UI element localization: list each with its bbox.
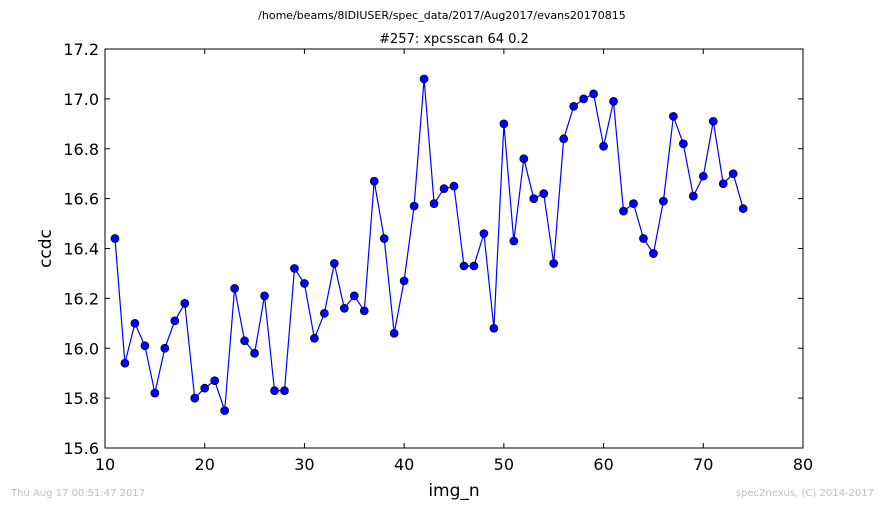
- data-point: [160, 343, 170, 353]
- data-point: [240, 336, 249, 346]
- data-point: [260, 291, 269, 301]
- data-point: [499, 119, 509, 129]
- y-axis-label: ccdc: [36, 229, 56, 268]
- y-tick-label: 16.4: [63, 240, 99, 259]
- data-point: [579, 94, 588, 104]
- data-point: [220, 406, 230, 415]
- data-point: [270, 386, 279, 395]
- data-point: [589, 89, 598, 99]
- data-point: [320, 308, 329, 318]
- data-point: [708, 116, 718, 126]
- data-point: [619, 206, 628, 216]
- data-point: [669, 111, 678, 121]
- data-point: [659, 196, 668, 206]
- data-point: [439, 184, 449, 193]
- chart-title: #257: xpcsscan 64 0.2: [379, 32, 529, 47]
- series-line: [114, 78, 744, 411]
- x-tick-label: 60: [593, 455, 613, 474]
- data-point: [290, 264, 299, 273]
- data-point: [379, 234, 389, 243]
- x-tick-label: 10: [95, 455, 115, 474]
- y-tick-label: 15.8: [63, 389, 99, 408]
- data-point: [369, 176, 379, 186]
- data-point: [688, 191, 698, 201]
- x-tick-label: 40: [394, 455, 414, 474]
- data-point: [449, 181, 459, 191]
- data-point: [310, 333, 319, 343]
- data-point: [190, 393, 200, 403]
- x-tick-label: 20: [195, 455, 215, 474]
- data-point: [389, 328, 399, 338]
- data-point: [718, 179, 728, 189]
- data-point: [250, 348, 259, 358]
- data-point: [409, 201, 419, 211]
- file-path-title: /home/beams/8IDIUSER/spec_data/2017/Aug2…: [258, 9, 626, 22]
- data-point: [359, 306, 369, 316]
- y-tick-label: 16.6: [63, 190, 99, 209]
- data-point: [698, 171, 708, 181]
- data-point: [529, 194, 539, 203]
- data-point: [419, 74, 429, 84]
- data-point: [678, 139, 688, 149]
- data-point: [728, 169, 738, 179]
- x-tick-label: 70: [693, 455, 713, 474]
- axis-ticks: 10 20 30 40 50 60 70 80 15.6 15.8 16.0 16.2 16.4 16.6…: [63, 40, 813, 474]
- data-point: [609, 97, 618, 106]
- data-point: [300, 279, 309, 288]
- data-point: [429, 199, 439, 208]
- data-point: [649, 249, 658, 258]
- y-tick-label: 17.0: [63, 90, 99, 109]
- data-point: [519, 154, 529, 164]
- data-point: [210, 376, 220, 386]
- data-point: [469, 261, 479, 271]
- x-axis-label: img_n: [428, 481, 479, 501]
- data-point: [639, 234, 648, 243]
- data-point: [489, 323, 499, 333]
- data-point: [130, 318, 140, 328]
- y-tick-label: 16.0: [63, 339, 99, 358]
- data-point: [329, 259, 339, 268]
- footer-credit: spec2nexus, (C) 2014-2017: [735, 488, 874, 499]
- y-tick-label: 15.6: [63, 439, 99, 458]
- plot-frame: [104, 48, 804, 449]
- data-point: [349, 291, 359, 301]
- data-point: [629, 199, 638, 208]
- y-tick-label: 16.2: [63, 289, 99, 308]
- data-point: [150, 388, 160, 398]
- plot-data: [110, 74, 748, 415]
- footer-timestamp: Thu Aug 17 00:51:47 2017: [11, 488, 146, 499]
- x-tick-label: 50: [494, 455, 514, 474]
- data-point: [200, 383, 210, 393]
- y-tick-label: 16.8: [63, 140, 99, 159]
- data-point: [549, 259, 559, 268]
- data-point: [539, 189, 549, 198]
- data-point: [339, 304, 349, 313]
- data-point: [509, 236, 519, 246]
- x-tick-label: 30: [294, 455, 314, 474]
- data-point: [599, 141, 608, 151]
- data-point: [140, 341, 150, 351]
- y-tick-label: 17.2: [63, 40, 99, 59]
- data-point: [738, 204, 748, 213]
- data-point: [110, 234, 120, 243]
- data-point: [479, 229, 489, 238]
- data-point: [399, 276, 409, 286]
- data-point: [280, 386, 289, 395]
- data-point: [569, 102, 579, 111]
- x-tick-label: 80: [793, 455, 813, 474]
- data-point: [180, 299, 190, 308]
- data-point: [559, 134, 569, 144]
- data-point: [230, 284, 239, 293]
- data-point: [120, 358, 130, 368]
- data-point: [459, 261, 469, 271]
- data-point: [170, 316, 180, 326]
